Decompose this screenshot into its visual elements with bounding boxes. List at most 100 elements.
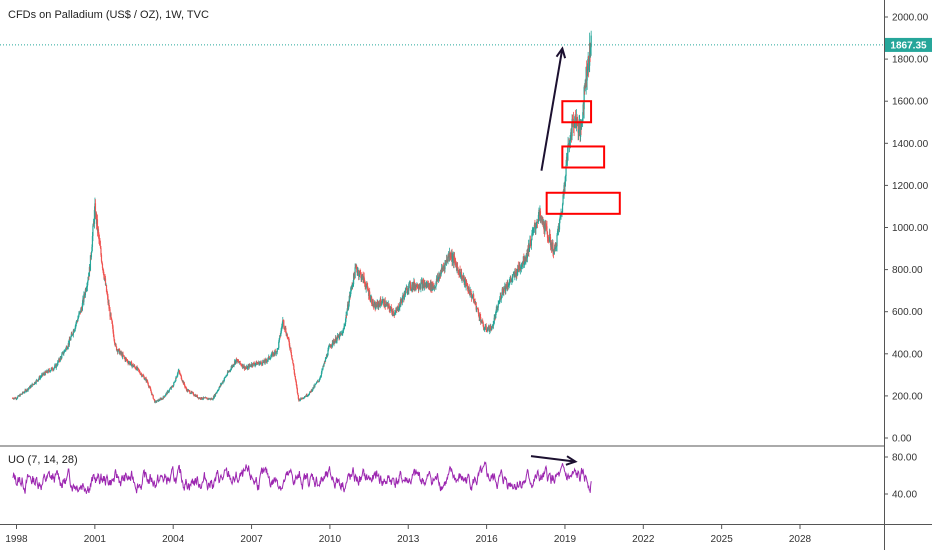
candle-body [250, 365, 252, 367]
candle-body [405, 288, 407, 290]
candle-body [177, 370, 179, 373]
candle-body [461, 276, 463, 280]
candle-body [484, 329, 486, 330]
candle-body [13, 398, 15, 400]
candle-body [183, 382, 185, 386]
candle-body [295, 381, 297, 386]
candle-body [294, 373, 296, 377]
candle-body [280, 332, 282, 337]
candle-body [531, 233, 533, 241]
candle-body [420, 282, 422, 289]
candle-body [75, 321, 77, 324]
candle-body [181, 379, 183, 381]
candle-body [589, 42, 591, 66]
candle-body [352, 284, 354, 287]
candle-body [192, 392, 194, 395]
date-tick-label: 2007 [240, 534, 263, 545]
candle-body [360, 272, 362, 274]
candle-body [327, 347, 330, 350]
candle-body [300, 397, 302, 399]
candle-body [222, 380, 225, 382]
candle-body [116, 349, 119, 353]
candle-body [501, 295, 503, 298]
candle-body [76, 321, 78, 323]
candle-body [216, 391, 218, 393]
candle-body [480, 317, 482, 323]
candle-body [323, 361, 326, 364]
candle-body [201, 397, 203, 399]
candle-body [185, 387, 187, 390]
candle-body [98, 233, 100, 240]
candle-body [573, 121, 576, 128]
candle-body [584, 87, 586, 88]
candle-body [214, 393, 217, 396]
candle-body [176, 376, 178, 378]
candle-body [27, 388, 29, 391]
candle-body [548, 241, 550, 243]
candle-body [498, 302, 500, 304]
candle-body [474, 300, 476, 302]
candle-body [281, 326, 283, 329]
candle-body [59, 360, 61, 362]
candle-body [300, 397, 302, 400]
candle-body [490, 326, 492, 330]
date-tick-label: 2022 [632, 534, 655, 545]
candle-body [24, 389, 26, 393]
candle-body [151, 392, 153, 395]
candle-body [259, 363, 261, 366]
candle-body [294, 376, 296, 380]
candle-body [141, 376, 143, 377]
candle-body [483, 329, 485, 331]
candle-body [455, 263, 457, 266]
candle-body [321, 369, 323, 373]
candle-body [78, 313, 80, 317]
candle-body [270, 355, 272, 357]
candle-body [380, 299, 382, 303]
candle-body [114, 343, 116, 346]
candle-body [16, 398, 18, 400]
candle-body [16, 398, 18, 400]
candle-body [230, 368, 232, 371]
candle-body [306, 394, 308, 397]
price-tick-label: 1600.00 [892, 97, 929, 108]
candle-body [394, 312, 396, 314]
date-tick-label: 2004 [162, 534, 185, 545]
candle-body [390, 306, 392, 310]
candle-body [401, 298, 403, 302]
candle-body [364, 280, 366, 283]
candle-body [550, 243, 553, 250]
candle-body [517, 265, 519, 270]
candle-body [22, 391, 24, 393]
candle-body [578, 123, 580, 130]
candle-body [97, 229, 100, 234]
candle-body [242, 364, 244, 368]
candle-body [262, 361, 264, 365]
candle-body [101, 263, 104, 268]
oscillator-line [12, 461, 592, 494]
candle-body [100, 254, 103, 262]
candle-body [290, 352, 292, 355]
candle-body [188, 390, 190, 392]
candle-body [360, 273, 362, 280]
candle-body [552, 242, 554, 254]
candle-body [520, 268, 522, 270]
date-tick-label: 2025 [711, 534, 734, 545]
candle-body [66, 346, 68, 350]
candle-body [96, 219, 99, 231]
candle-body [162, 396, 164, 400]
candle-body [514, 271, 516, 274]
candle-body [278, 341, 280, 348]
candle-body [510, 278, 512, 280]
candle-body [354, 267, 356, 279]
candle-body [512, 274, 514, 276]
candle-body [70, 336, 72, 340]
candle-body [562, 195, 565, 197]
candle-body [539, 211, 542, 218]
candle-body [325, 355, 328, 359]
candle-body [535, 226, 537, 230]
candle-body [363, 276, 365, 281]
candle-body [58, 358, 60, 361]
candle-body [532, 228, 535, 233]
candle-body [293, 369, 295, 374]
